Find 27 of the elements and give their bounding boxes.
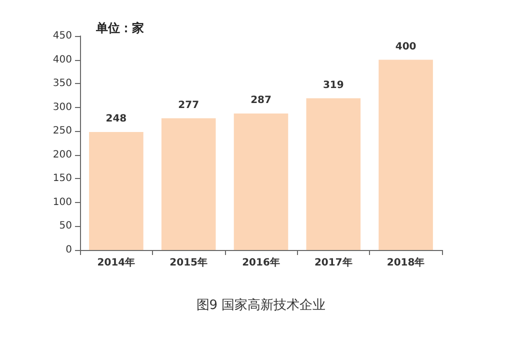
y-tick-label: 50: [59, 220, 72, 232]
x-tick-label: 2015年: [170, 256, 208, 268]
y-tick-label: 450: [52, 30, 72, 42]
y-tick-label: 0: [66, 244, 72, 256]
data-label: 287: [250, 95, 272, 106]
data-label: 319: [322, 80, 344, 91]
y-tick-label: 250: [52, 126, 72, 137]
x-tick-label: 2017年: [314, 256, 352, 268]
x-tick-label: 2018年: [386, 256, 425, 268]
bar: [306, 98, 361, 250]
y-tick-label: 300: [52, 102, 72, 113]
y-tick-label: 200: [52, 149, 72, 160]
text: 图9 国家高新技术企业: [196, 297, 326, 313]
y-tick-label: 350: [52, 78, 72, 90]
y-tick-label: 400: [52, 54, 72, 66]
data-label: 248: [106, 114, 127, 125]
data-label: 400: [395, 41, 416, 52]
bar: [89, 132, 144, 250]
x-tick-label: 2014年: [97, 256, 136, 268]
y-tick-label: 100: [52, 196, 72, 208]
data-label: 277: [178, 100, 200, 111]
y-axis-title: 单位：家: [95, 21, 144, 35]
bar: [234, 114, 288, 250]
x-tick-label: 2016年: [242, 256, 280, 268]
y-tick-label: 150: [52, 173, 72, 184]
bar: [378, 60, 433, 250]
bar: [161, 118, 216, 250]
